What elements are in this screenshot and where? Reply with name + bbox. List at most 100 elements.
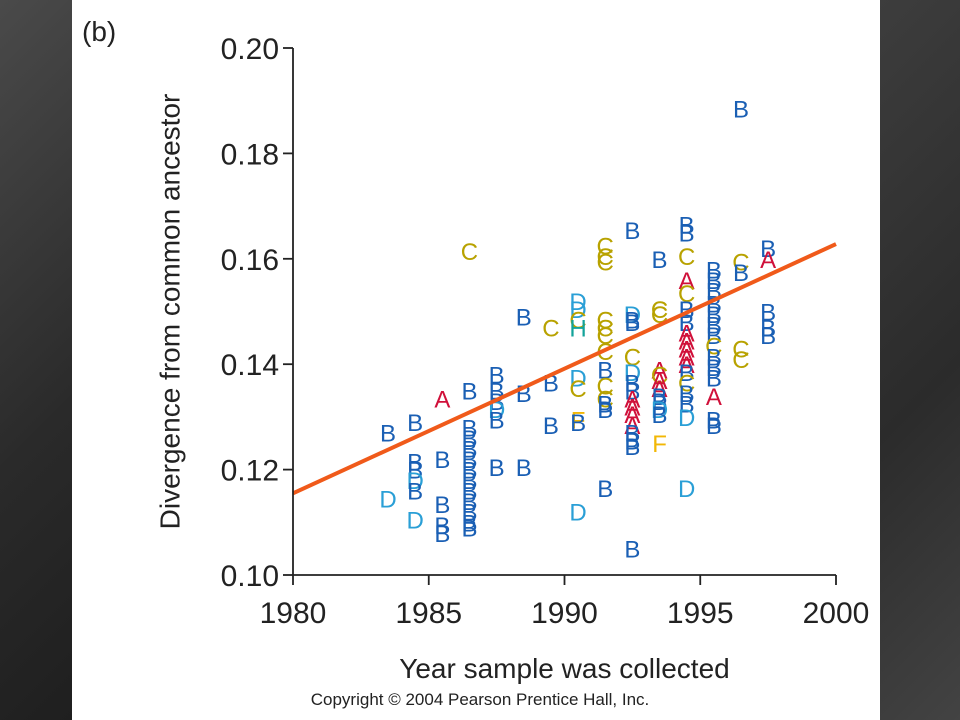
- data-point-b: B: [461, 500, 477, 527]
- data-point-b: B: [461, 426, 477, 453]
- data-point-d: D: [407, 468, 424, 495]
- data-point-b: B: [407, 479, 423, 506]
- data-point-c: C: [732, 347, 749, 374]
- data-point-d: D: [624, 360, 641, 387]
- data-point-c: C: [597, 386, 614, 413]
- data-point-b: B: [407, 410, 423, 437]
- data-point-b: B: [597, 397, 613, 424]
- data-point-b: B: [461, 379, 477, 406]
- y-tick-label: 0.18: [221, 138, 279, 171]
- y-axis-title: Divergence from common ancestor: [154, 94, 185, 530]
- data-point-b: B: [434, 513, 450, 540]
- data-point-b: B: [760, 315, 776, 342]
- data-point-b: B: [733, 260, 749, 287]
- data-point-b: B: [652, 402, 668, 429]
- data-point-d: D: [379, 487, 396, 514]
- x-tick-label: 2000: [803, 597, 870, 630]
- data-point-b: B: [652, 389, 668, 416]
- data-point-d: D: [569, 297, 586, 324]
- data-point-b: B: [597, 392, 613, 419]
- data-point-d: D: [569, 365, 586, 392]
- data-point-b: B: [706, 302, 722, 329]
- data-point-d: D: [407, 508, 424, 535]
- data-point-d: D: [678, 405, 695, 432]
- data-point-b: B: [760, 323, 776, 350]
- data-point-a: A: [434, 386, 450, 413]
- data-point-b: B: [407, 458, 423, 485]
- data-point-c: C: [569, 376, 586, 403]
- x-axis-title: Year sample was collected: [399, 653, 729, 684]
- data-point-b: B: [706, 313, 722, 340]
- data-point-a: A: [624, 402, 640, 429]
- data-point-b: B: [706, 323, 722, 350]
- data-point-f: F: [652, 431, 667, 458]
- data-point-c: C: [678, 281, 695, 308]
- data-point-b: B: [679, 381, 695, 408]
- data-point-c: C: [542, 315, 559, 342]
- y-tick-label: 0.16: [221, 244, 279, 277]
- data-point-b: B: [624, 434, 640, 461]
- data-point-b: B: [679, 392, 695, 419]
- data-point-b: B: [434, 492, 450, 519]
- data-point-b: B: [543, 413, 559, 440]
- data-point-b: B: [597, 357, 613, 384]
- data-point-b: B: [679, 297, 695, 324]
- data-point-a: A: [652, 376, 668, 403]
- data-point-b: B: [624, 421, 640, 448]
- data-point-b: B: [760, 299, 776, 326]
- data-point-a: A: [624, 413, 640, 440]
- data-point-a: A: [679, 321, 695, 348]
- data-point-b: B: [461, 510, 477, 537]
- data-point-c: C: [732, 249, 749, 276]
- data-point-b: B: [706, 268, 722, 295]
- data-point-b: B: [434, 521, 450, 548]
- data-point-c: C: [705, 334, 722, 361]
- y-ticks: 0.10 0.12 0.14 0.16 0.18 0.20: [221, 33, 293, 593]
- data-point-a: A: [679, 268, 695, 295]
- data-point-h: H: [569, 315, 586, 342]
- data-point-b: B: [597, 476, 613, 503]
- data-point-b: B: [516, 455, 532, 482]
- data-point-a: A: [624, 394, 640, 421]
- data-point-c: C: [651, 297, 668, 324]
- data-point-d: D: [651, 397, 668, 424]
- data-point-a: A: [679, 336, 695, 363]
- data-point-b: B: [407, 450, 423, 477]
- data-point-b: B: [706, 408, 722, 435]
- data-point-c: C: [732, 336, 749, 363]
- x-tick-label: 1990: [531, 597, 598, 630]
- data-point-f: F: [571, 408, 586, 435]
- data-point-c: C: [597, 249, 614, 276]
- data-point-b: B: [679, 220, 695, 247]
- data-point-b: B: [679, 310, 695, 337]
- data-point-b: B: [706, 365, 722, 392]
- data-point-b: B: [652, 247, 668, 274]
- data-point-b: B: [706, 413, 722, 440]
- data-point-b: B: [760, 236, 776, 263]
- data-point-a: A: [679, 344, 695, 371]
- data-point-a: A: [760, 247, 776, 274]
- data-point-b: B: [679, 213, 695, 240]
- data-point-c: C: [678, 371, 695, 398]
- y-tick-label: 0.20: [221, 33, 279, 66]
- data-point-b: B: [489, 455, 505, 482]
- data-point-b: B: [706, 344, 722, 371]
- data-point-c: C: [597, 307, 614, 334]
- data-point-b: B: [624, 218, 640, 245]
- data-point-b: B: [652, 384, 668, 411]
- data-point-b: B: [706, 355, 722, 382]
- y-tick-label: 0.12: [221, 455, 279, 488]
- data-point-b: B: [489, 408, 505, 435]
- data-point-c: C: [651, 363, 668, 390]
- data-point-b: B: [461, 479, 477, 506]
- data-point-b: B: [624, 307, 640, 334]
- data-point-b: B: [624, 429, 640, 456]
- x-tick-label: 1995: [667, 597, 734, 630]
- panel-label: (b): [82, 16, 117, 47]
- data-point-b: B: [624, 379, 640, 406]
- data-point-c: C: [597, 234, 614, 261]
- slide-canvas: [72, 0, 880, 720]
- data-point-a: A: [679, 352, 695, 379]
